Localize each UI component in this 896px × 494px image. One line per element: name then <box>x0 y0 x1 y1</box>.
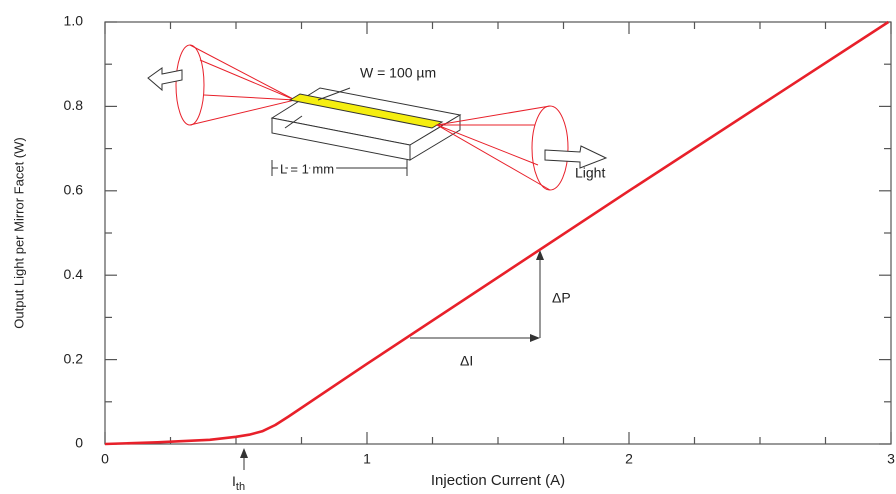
active-stripe <box>288 93 444 129</box>
delta-i-label: ΔI <box>460 353 473 369</box>
light-label: Light <box>575 165 605 181</box>
plot-frame <box>104 21 892 445</box>
width-label: W = 100 µm <box>360 65 436 81</box>
y-tick-label: 0.4 <box>64 266 84 282</box>
arrow-head <box>530 334 540 342</box>
y-tick-label: 1.0 <box>64 13 84 29</box>
y-tick-label: 0.2 <box>64 350 84 366</box>
left-cone-rays <box>199 59 296 101</box>
left-cone <box>175 44 205 126</box>
light-current-curve <box>104 20 890 446</box>
y-tick-label: 0.8 <box>64 97 84 113</box>
left-light-arrow <box>147 67 183 92</box>
y-tick-label: 0 <box>75 435 83 451</box>
width-arrow <box>284 115 303 129</box>
x-axis-label: Injection Current (A) <box>431 472 565 489</box>
arrow-head <box>240 448 248 458</box>
y-axis-label: Output Light per Mirror Facet (W) <box>11 137 26 328</box>
y-tick-label: 0.6 <box>64 182 84 198</box>
threshold-label: Ith <box>232 473 245 493</box>
right-cone <box>531 105 569 191</box>
delta-p-label: ΔP <box>552 290 571 306</box>
arrow-head <box>536 250 544 260</box>
x-tick-label: 0 <box>101 451 109 467</box>
laser-diagram: W = 100 µm L = 1 mm Light <box>147 44 608 191</box>
threshold-label: I <box>232 473 236 489</box>
x-tick-label: 3 <box>887 451 895 467</box>
x-tick-label: 1 <box>363 451 371 467</box>
length-label: L = 1 mm <box>280 161 334 176</box>
x-tick-label: 2 <box>625 451 633 467</box>
threshold-subscript: th <box>236 481 245 493</box>
width-arrow <box>317 87 351 101</box>
right-light-arrow <box>544 145 608 169</box>
slope-annotation: ΔP ΔI Ith <box>232 250 571 493</box>
right-cone-rays <box>436 124 539 166</box>
